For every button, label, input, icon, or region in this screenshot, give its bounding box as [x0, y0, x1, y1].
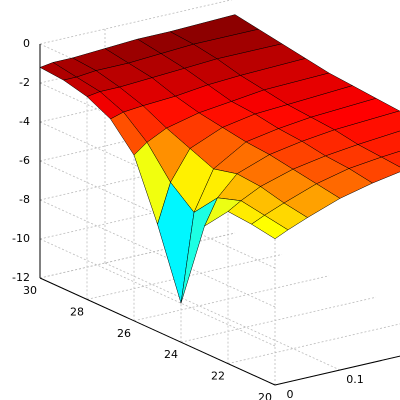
grid-line: [180, 296, 377, 343]
surface-patch: [251, 215, 289, 240]
axis-line: [274, 355, 400, 386]
grid-line: [274, 355, 400, 386]
grid-line: [39, 0, 233, 45]
z-tick-label: -12: [12, 271, 30, 284]
y-tick-label: 24: [164, 348, 178, 361]
y-tick-label: 20: [258, 391, 272, 400]
axis-line: [39, 277, 276, 386]
grid-line: [133, 275, 330, 322]
grid-line: [39, 238, 276, 347]
grid-line: [39, 199, 276, 308]
surface: [39, 14, 400, 304]
z-tick-label: -4: [19, 115, 30, 128]
grid-line: [227, 323, 400, 364]
y-tick-label: 30: [23, 284, 37, 297]
y-tick-label: 28: [70, 305, 84, 318]
y-tick-label: 26: [117, 327, 131, 340]
z-tick-label: -2: [19, 76, 30, 89]
x-tick-label: 0.1: [346, 373, 364, 386]
z-tick-label: -10: [12, 232, 30, 245]
tick-labels: -12 -10 -8 -6 -4 -2 0 20 22 24 26 28 30 0 0.1: [12, 37, 364, 400]
z-tick-label: 0: [23, 37, 30, 50]
z-tick-label: -6: [19, 154, 30, 167]
grid-line: [39, 154, 236, 201]
grid-line: [104, 262, 341, 371]
x-tick-label: 0: [287, 388, 294, 400]
grid-line: [39, 193, 236, 240]
z-tick-label: -8: [19, 193, 30, 206]
y-tick-label: 22: [211, 370, 225, 383]
grid-line: [39, 232, 236, 279]
